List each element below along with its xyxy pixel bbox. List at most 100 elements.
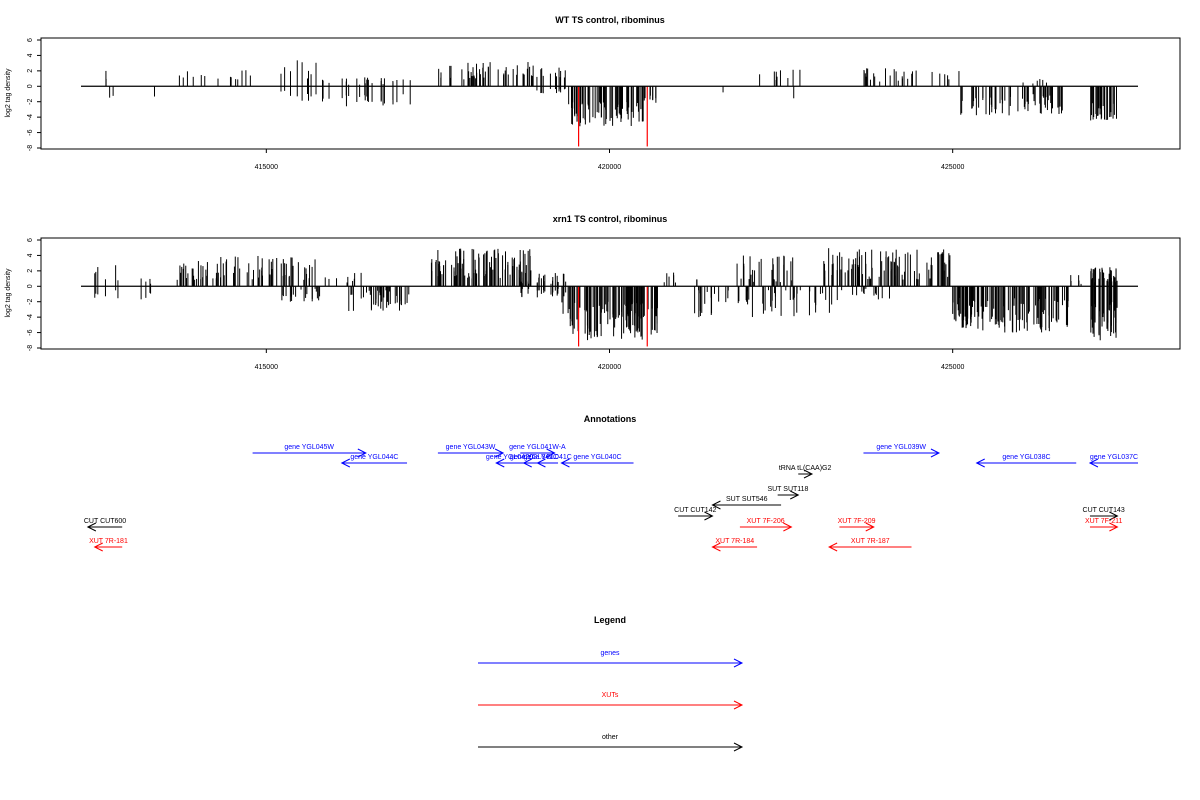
annotation-label: XUT 7F-209 (838, 518, 876, 525)
annotation-label: tRNA tL(CAA)G2 (779, 465, 832, 472)
annotation-arrowhead (711, 500, 721, 510)
annotation-feature: XUT 7R-181 (89, 538, 128, 552)
annotation-label: gene YGL041W-A (509, 444, 566, 451)
annotation-feature: gene YGL042C (486, 454, 534, 468)
xrn1-xtick-label: 415000 (255, 364, 278, 371)
xrn1-panel-frame (40, 237, 1181, 350)
wt-ytick-label: -4 (27, 114, 34, 120)
legend-arrowhead-genes (733, 658, 744, 668)
annotation-feature: gene YGL037C (1088, 454, 1138, 468)
annotation-feature: gene YGL040C (560, 454, 634, 468)
legend-entry-xuts: XUTs (478, 692, 744, 710)
annotation-arrowhead (560, 458, 570, 468)
annotation-arrowhead (975, 458, 985, 468)
xrn1-panel: xrn1 TS control, ribominus log2 tag dens… (5, 214, 1181, 371)
xrn1-panel-ylabel: log2 tag density (5, 268, 12, 318)
annotation-feature: CUT CUT142 (674, 507, 717, 521)
annotation-arrowhead (357, 448, 367, 458)
legend-arrowhead-other (733, 742, 744, 752)
annotation-arrowhead (711, 542, 721, 552)
annotation-feature: XUT 7F-211 (1085, 518, 1123, 532)
annotation-feature: gene YGL039W (863, 444, 941, 458)
annotation-feature: gene YGL044C (340, 454, 408, 468)
annotation-label: XUT 7R-187 (851, 538, 890, 545)
annotation-arrowhead (865, 522, 875, 532)
annotation-label: CUT CUT143 (1083, 507, 1125, 514)
wt-panel-frame (40, 37, 1181, 150)
xrn1-ytick-label: -4 (27, 314, 34, 320)
annotation-label: SUT SUT546 (726, 496, 768, 503)
annotation-feature: XUT 7F-206 (739, 518, 793, 532)
legend-entry-other: other (478, 734, 744, 752)
annotation-label: gene YGL038C (1002, 454, 1050, 461)
annotation-feature: SUT SUT118 (767, 486, 809, 500)
annotation-feature: XUT 7R-184 (711, 538, 758, 552)
legend-label-xuts: XUTs (602, 692, 619, 699)
annotation-arrowhead (1109, 522, 1119, 532)
xrn1-xtick-label: 425000 (941, 364, 964, 371)
annotation-feature: gene YGL041C (524, 454, 572, 468)
annotation-label: gene YGL039W (876, 444, 926, 451)
annotation-arrowhead (803, 469, 814, 479)
annotation-feature: gene YGL045W (252, 444, 367, 458)
wt-ytick-label: -2 (27, 99, 34, 105)
annotation-arrowhead (86, 522, 97, 532)
legend-label-other: other (602, 734, 619, 741)
annotation-label: gene YGL043W (446, 444, 496, 451)
annotation-feature: SUT SUT546 (711, 496, 782, 510)
legend-entry-genes: genes (478, 650, 744, 668)
annotation-label: gene YGL040C (573, 454, 621, 461)
annotation-label: gene YGL041C (524, 454, 572, 461)
xrn1-ytick-label: 0 (27, 284, 34, 288)
annotation-arrowhead (340, 458, 351, 468)
annotation-label: CUT CUT600 (84, 518, 126, 525)
wt-ytick-label: 4 (27, 53, 34, 57)
annotation-arrowhead (704, 511, 714, 521)
annotation-label: gene YGL044C (350, 454, 398, 461)
legend-arrowhead-xuts (733, 700, 744, 710)
annotation-arrowhead (783, 522, 793, 532)
annotation-feature: XUT 7R-187 (828, 538, 912, 552)
wt-ytick-label: -6 (27, 129, 34, 135)
xrn1-ytick-label: 2 (27, 269, 34, 273)
annotation-feature: gene YGL041W-A (509, 444, 566, 458)
annotation-track: gene YGL045W gene YGL044C gene YGL043W gene… (84, 444, 1138, 552)
annotation-arrowhead (546, 448, 556, 458)
annotations-title: Annotations (584, 414, 637, 424)
annotation-label: XUT 7F-211 (1085, 518, 1123, 525)
annotation-label: gene YGL037C (1090, 454, 1138, 461)
xrn1-ytick-label: 6 (27, 238, 34, 242)
wt-ytick-label: -8 (27, 145, 34, 151)
annotation-feature: XUT 7F-209 (838, 518, 876, 532)
xrn1-ytick-label: -6 (27, 329, 34, 335)
wt-panel-title: WT TS control, ribominus (555, 15, 665, 25)
wt-xtick-label: 415000 (255, 164, 278, 171)
xrn1-ytick-label: -8 (27, 345, 34, 351)
annotation-label: SUT SUT118 (767, 486, 808, 493)
annotation-label: XUT 7F-206 (747, 518, 785, 525)
annotation-feature: gene YGL043W (437, 444, 505, 458)
annotation-arrowhead (495, 458, 505, 468)
annotation-arrowhead (790, 490, 800, 500)
legend-title: Legend (594, 615, 626, 625)
xrn1-panel-plot: -8 -6 -4 -2 0 2 4 6 415000 420000 425000 (27, 238, 1138, 371)
annotation-arrowhead (93, 542, 103, 552)
xrn1-panel-title: xrn1 TS control, ribominus (553, 214, 668, 224)
annotation-label: gene YGL041C (510, 454, 558, 461)
annotation-arrowhead (1088, 458, 1099, 468)
wt-xtick-label: 420000 (598, 164, 621, 171)
wt-ytick-label: 0 (27, 84, 34, 88)
legend: genes XUTs other (478, 650, 744, 752)
wt-panel: WT TS control, ribominus log2 tag densit… (5, 15, 1181, 171)
wt-ytick-label: 2 (27, 69, 34, 73)
annotation-label: XUT 7R-181 (89, 538, 128, 545)
annotation-label: gene YGL042C (486, 454, 534, 461)
xrn1-ytick-label: -2 (27, 299, 34, 305)
xrn1-ytick-label: 4 (27, 253, 34, 257)
annotation-feature: tRNA tL(CAA)G2 (779, 465, 832, 479)
annotation-arrowhead (522, 458, 532, 468)
wt-xtick-label: 425000 (941, 164, 964, 171)
annotation-arrowhead (1109, 511, 1119, 521)
annotation-label: gene YGL045W (284, 444, 334, 451)
